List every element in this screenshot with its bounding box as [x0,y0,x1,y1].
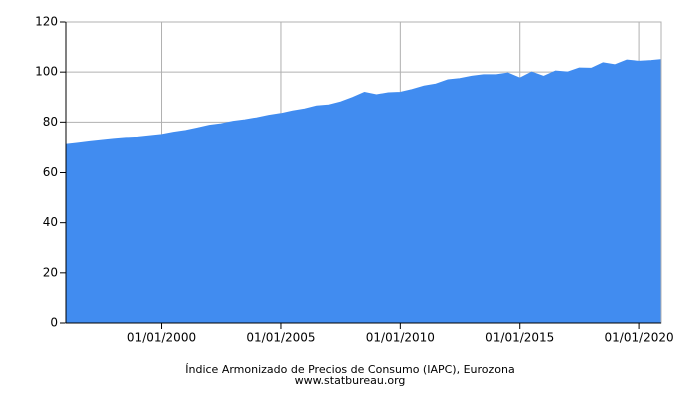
x-tick-label: 01/01/2015 [485,331,554,345]
area [65,59,662,324]
x-tick-label: 01/01/2010 [366,331,435,345]
y-tick-label: 60 [43,165,58,179]
chart-subtitle: www.statbureau.org [295,374,406,387]
y-tick-label: 80 [43,115,58,129]
x-tick-label: 01/01/2020 [605,331,674,345]
y-tick-label: 0 [50,316,58,330]
x-tick-label: 01/01/2000 [127,331,196,345]
chart-title: Índice Armonizado de Precios de Consumo … [185,363,515,376]
y-tick-label: 120 [35,15,58,29]
y-tick-label: 100 [35,65,58,79]
y-tick-label: 20 [43,265,58,279]
x-tick-label: 01/01/2005 [246,331,315,345]
y-tick-label: 40 [43,215,58,229]
